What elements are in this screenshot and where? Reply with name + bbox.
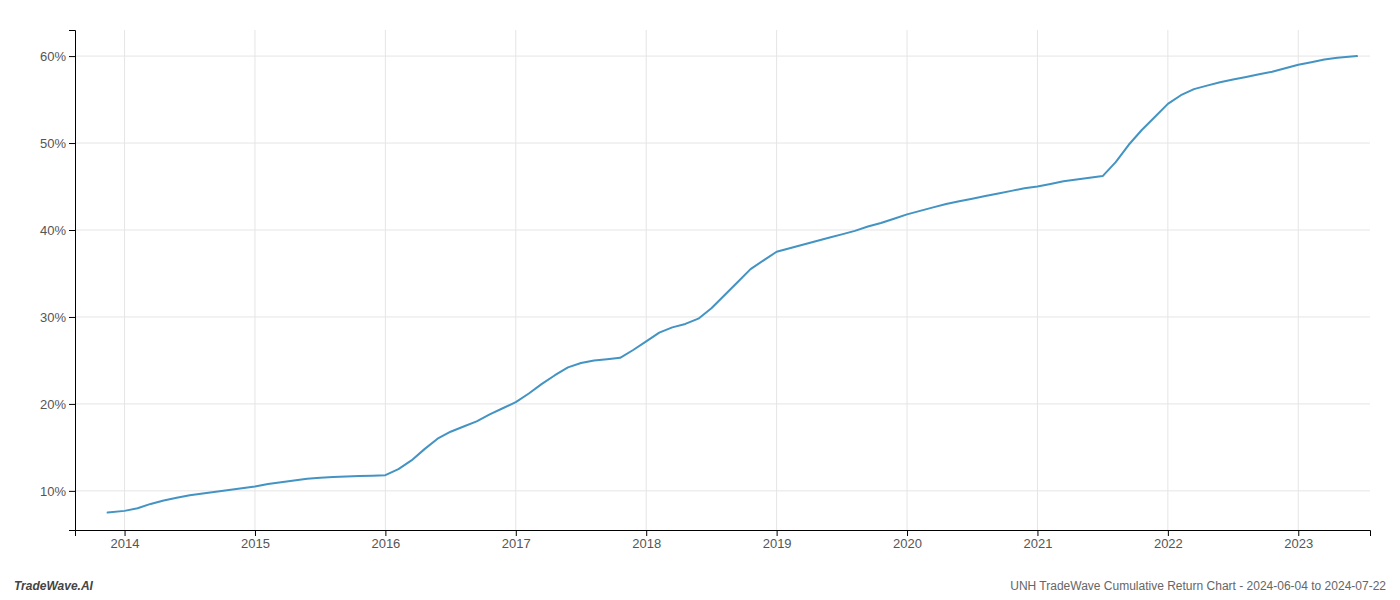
- x-tick-mark: [907, 530, 908, 536]
- x-tick: 2020: [893, 530, 922, 551]
- grid-line-y: [75, 56, 1370, 57]
- x-tick-mark: [1037, 530, 1038, 536]
- y-tick-label: 30%: [40, 310, 66, 325]
- x-tick: 2022: [1154, 530, 1183, 551]
- x-tick-mark: [646, 530, 647, 536]
- y-axis-line: [69, 31, 76, 531]
- y-tick-mark: [69, 491, 75, 492]
- grid-line-x: [776, 30, 777, 530]
- grid-line-x: [907, 30, 908, 530]
- x-tick-mark: [255, 530, 256, 536]
- x-tick-label: 2014: [111, 536, 140, 551]
- grid-line-x: [124, 30, 125, 530]
- footer-right: UNH TradeWave Cumulative Return Chart - …: [1010, 579, 1386, 593]
- x-tick: 2015: [241, 530, 270, 551]
- y-tick-label: 10%: [40, 484, 66, 499]
- x-tick: 2016: [371, 530, 400, 551]
- x-tick-mark: [1168, 530, 1169, 536]
- x-tick-label: 2020: [893, 536, 922, 551]
- grid-line-y: [75, 403, 1370, 404]
- x-tick-label: 2017: [502, 536, 531, 551]
- x-tick-label: 2018: [632, 536, 661, 551]
- footer-left: TradeWave.AI: [14, 579, 94, 593]
- x-tick: 2014: [111, 530, 140, 551]
- x-tick-label: 2015: [241, 536, 270, 551]
- grid-line-x: [254, 30, 255, 530]
- x-tick-mark: [777, 530, 778, 536]
- x-tick-mark: [1298, 530, 1299, 536]
- x-tick-label: 2022: [1154, 536, 1183, 551]
- grid-line-x: [515, 30, 516, 530]
- chart: 2014 2015 2016 2017 2018 2019 2020 2021 2022 2023…: [0, 0, 1400, 600]
- grid-line-x: [1037, 30, 1038, 530]
- y-tick: 30%: [40, 310, 75, 325]
- x-tick-label: 2019: [763, 536, 792, 551]
- y-tick: 40%: [40, 223, 75, 238]
- marks: [108, 56, 1357, 513]
- grid-line-x: [646, 30, 647, 530]
- y-tick-mark: [69, 230, 75, 231]
- x-tick: 2021: [1023, 530, 1052, 551]
- x-tick-label: 2021: [1023, 536, 1052, 551]
- grid-line-x: [1298, 30, 1299, 530]
- y-tick: 10%: [40, 484, 75, 499]
- y-tick-label: 40%: [40, 223, 66, 238]
- grid-line-y: [75, 490, 1370, 491]
- y-tick-mark: [69, 317, 75, 318]
- y-tick: 60%: [40, 49, 75, 64]
- y-tick-mark: [69, 404, 75, 405]
- x-tick: 2023: [1284, 530, 1313, 551]
- grid-line-y: [75, 316, 1370, 317]
- grid-line-x: [385, 30, 386, 530]
- x-axis: 2014 2015 2016 2017 2018 2019 2020 2021 2022 2023: [76, 530, 1371, 551]
- grid: [75, 30, 1370, 530]
- y-tick-label: 60%: [40, 49, 66, 64]
- y-tick: 50%: [40, 136, 75, 151]
- x-tick-mark: [125, 530, 126, 536]
- grid-line-y: [75, 230, 1370, 231]
- y-tick-mark: [69, 56, 75, 57]
- x-axis-line: [76, 531, 1371, 537]
- y-tick-label: 50%: [40, 136, 66, 151]
- y-axis: 10% 20% 30% 40% 50% 60%: [40, 31, 76, 531]
- x-tick: 2018: [632, 530, 661, 551]
- y-tick-mark: [69, 143, 75, 144]
- y-tick: 20%: [40, 397, 75, 412]
- grid-line-y: [75, 143, 1370, 144]
- footer: TradeWave.AI UNH TradeWave Cumulative Ret…: [14, 579, 1386, 593]
- x-tick-label: 2016: [371, 536, 400, 551]
- x-tick: 2019: [763, 530, 792, 551]
- line: [108, 56, 1357, 513]
- plot-area: 2014 2015 2016 2017 2018 2019 2020 2021 2022 2023…: [40, 30, 1371, 551]
- x-tick-mark: [385, 530, 386, 536]
- y-tick-label: 20%: [40, 397, 66, 412]
- x-tick-label: 2023: [1284, 536, 1313, 551]
- x-tick-mark: [516, 530, 517, 536]
- x-tick: 2017: [502, 530, 531, 551]
